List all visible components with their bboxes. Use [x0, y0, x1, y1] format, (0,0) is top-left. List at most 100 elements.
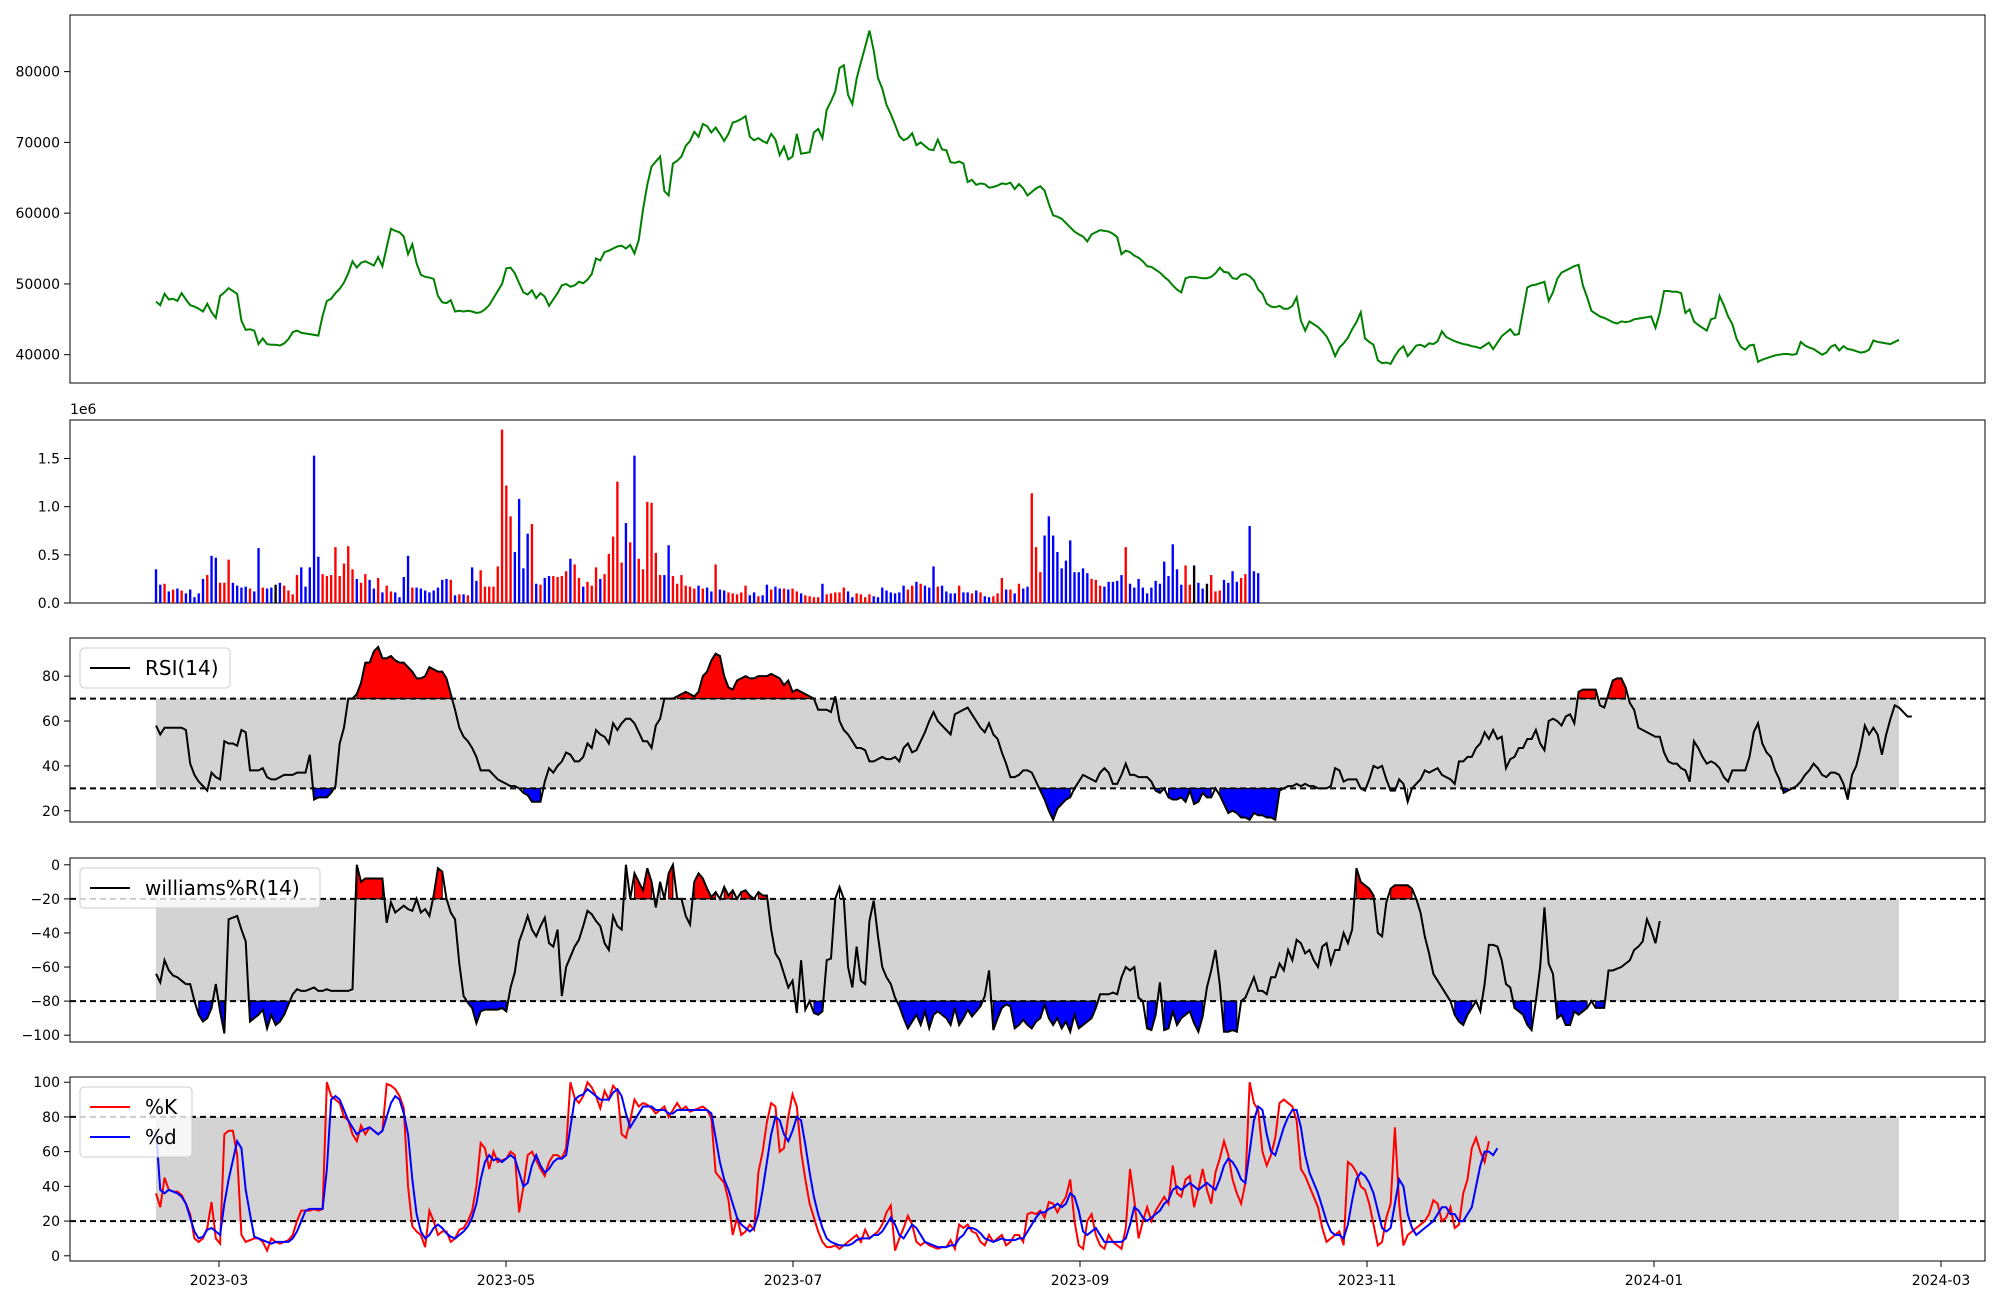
volume-bar [658, 575, 662, 603]
volume-bar [842, 587, 845, 603]
volume-bar [855, 593, 858, 603]
volume-bar [910, 585, 914, 603]
volume-bar [637, 558, 640, 603]
volume-bar [449, 579, 452, 603]
stochastic-ytick-label: 0 [51, 1249, 60, 1265]
volume-bar [868, 594, 871, 603]
volume-bar [265, 588, 269, 603]
volume-bar [1180, 584, 1183, 603]
volume-bar [957, 585, 961, 603]
volume-bar [312, 455, 316, 603]
volume-bar [1222, 579, 1226, 603]
volume-bar [1137, 578, 1140, 603]
volume-bar [509, 516, 512, 603]
volume-bar [159, 584, 162, 603]
volume-bar [1124, 547, 1127, 603]
volume-bar [411, 587, 414, 603]
volume-bar [693, 588, 696, 603]
volume-bar [898, 592, 901, 603]
volume-bar [1192, 565, 1196, 603]
volume-bar [829, 593, 833, 603]
volume-bar [821, 583, 824, 603]
volume-bar [1103, 586, 1106, 603]
volume-bar [184, 593, 188, 603]
volume-bar [757, 596, 760, 603]
williams-ytick-label: −20 [30, 892, 60, 908]
stochastic-panel-frame [69, 1076, 1986, 1262]
williams-series-line [155, 861, 1661, 1035]
volume-bar [197, 593, 200, 603]
volume-bar [270, 587, 273, 603]
volume-bar [163, 583, 166, 603]
volume-bar [218, 582, 222, 603]
volume-bar [235, 585, 239, 603]
volume-bar [1257, 573, 1260, 603]
williams-ytick-label: −100 [22, 1028, 60, 1044]
volume-bar [816, 597, 820, 603]
rsi-ytick-label: 60 [42, 714, 60, 730]
x-tick-label: 2024-03 [1912, 1273, 1971, 1289]
price-ytick-label: 50000 [15, 277, 60, 293]
volume-bar [770, 589, 773, 603]
volume-bar [176, 588, 179, 603]
volume-bar [718, 589, 722, 603]
volume-bar [582, 586, 585, 603]
volume-bar [539, 584, 542, 603]
volume-bar [180, 590, 183, 603]
volume-bar [167, 591, 170, 603]
stochastic-ytick-label: 100 [33, 1075, 60, 1091]
volume-bar [334, 547, 337, 603]
williams-neutral-band [156, 898, 1899, 1002]
volume-bar [748, 595, 751, 603]
volume-bar [1163, 561, 1166, 603]
volume-bar [347, 546, 350, 603]
volume-bar [838, 592, 841, 603]
price-series-line [155, 30, 1900, 366]
volume-bar [885, 590, 888, 603]
volume-bar [740, 592, 743, 603]
volume-bar [351, 569, 354, 603]
stochastic-ytick-label: 20 [42, 1214, 60, 1230]
x-tick-label: 2023-05 [477, 1273, 536, 1289]
williams-ytick-label: −80 [30, 994, 60, 1010]
volume-bar [808, 596, 811, 603]
volume-bar [560, 576, 564, 603]
williams-ytick-label: −40 [30, 926, 60, 942]
volume-bar [1128, 583, 1132, 603]
rsi-ytick-label: 80 [42, 669, 60, 685]
volume-bar [171, 589, 175, 603]
volume-bar [1175, 569, 1179, 603]
volume-bar [774, 586, 777, 603]
volume-bar [398, 597, 401, 603]
volume-bar [210, 555, 213, 603]
volume-bar [338, 576, 341, 603]
volume-bar [893, 593, 897, 603]
volume-bar [368, 579, 371, 603]
volume-bar [1107, 581, 1110, 603]
volume-bar [445, 578, 448, 603]
volume-ytick-label: 0.0 [38, 596, 60, 612]
volume-bar [1218, 590, 1221, 603]
volume-bar [321, 574, 324, 603]
volume-bar [949, 593, 952, 603]
volume-bar [851, 597, 854, 603]
volume-bar [983, 596, 986, 603]
volume-bar [1248, 525, 1251, 603]
volume-bar [902, 585, 905, 603]
volume-bar [594, 567, 598, 603]
volume-bar [154, 569, 158, 603]
volume-bar [1047, 516, 1051, 603]
volume-bar [906, 589, 910, 603]
williams-ytick-label: −60 [30, 960, 60, 976]
volume-bar [1030, 493, 1033, 603]
volume-bar [1017, 583, 1021, 603]
volume-bar [603, 574, 606, 603]
price-ytick-label: 80000 [15, 65, 60, 81]
volume-bar [432, 590, 435, 603]
volume-bar [496, 566, 499, 603]
x-tick-label: 2023-07 [764, 1273, 823, 1289]
volume-bar [308, 567, 311, 603]
volume-bar [573, 564, 576, 603]
volume-bar [1098, 585, 1102, 603]
